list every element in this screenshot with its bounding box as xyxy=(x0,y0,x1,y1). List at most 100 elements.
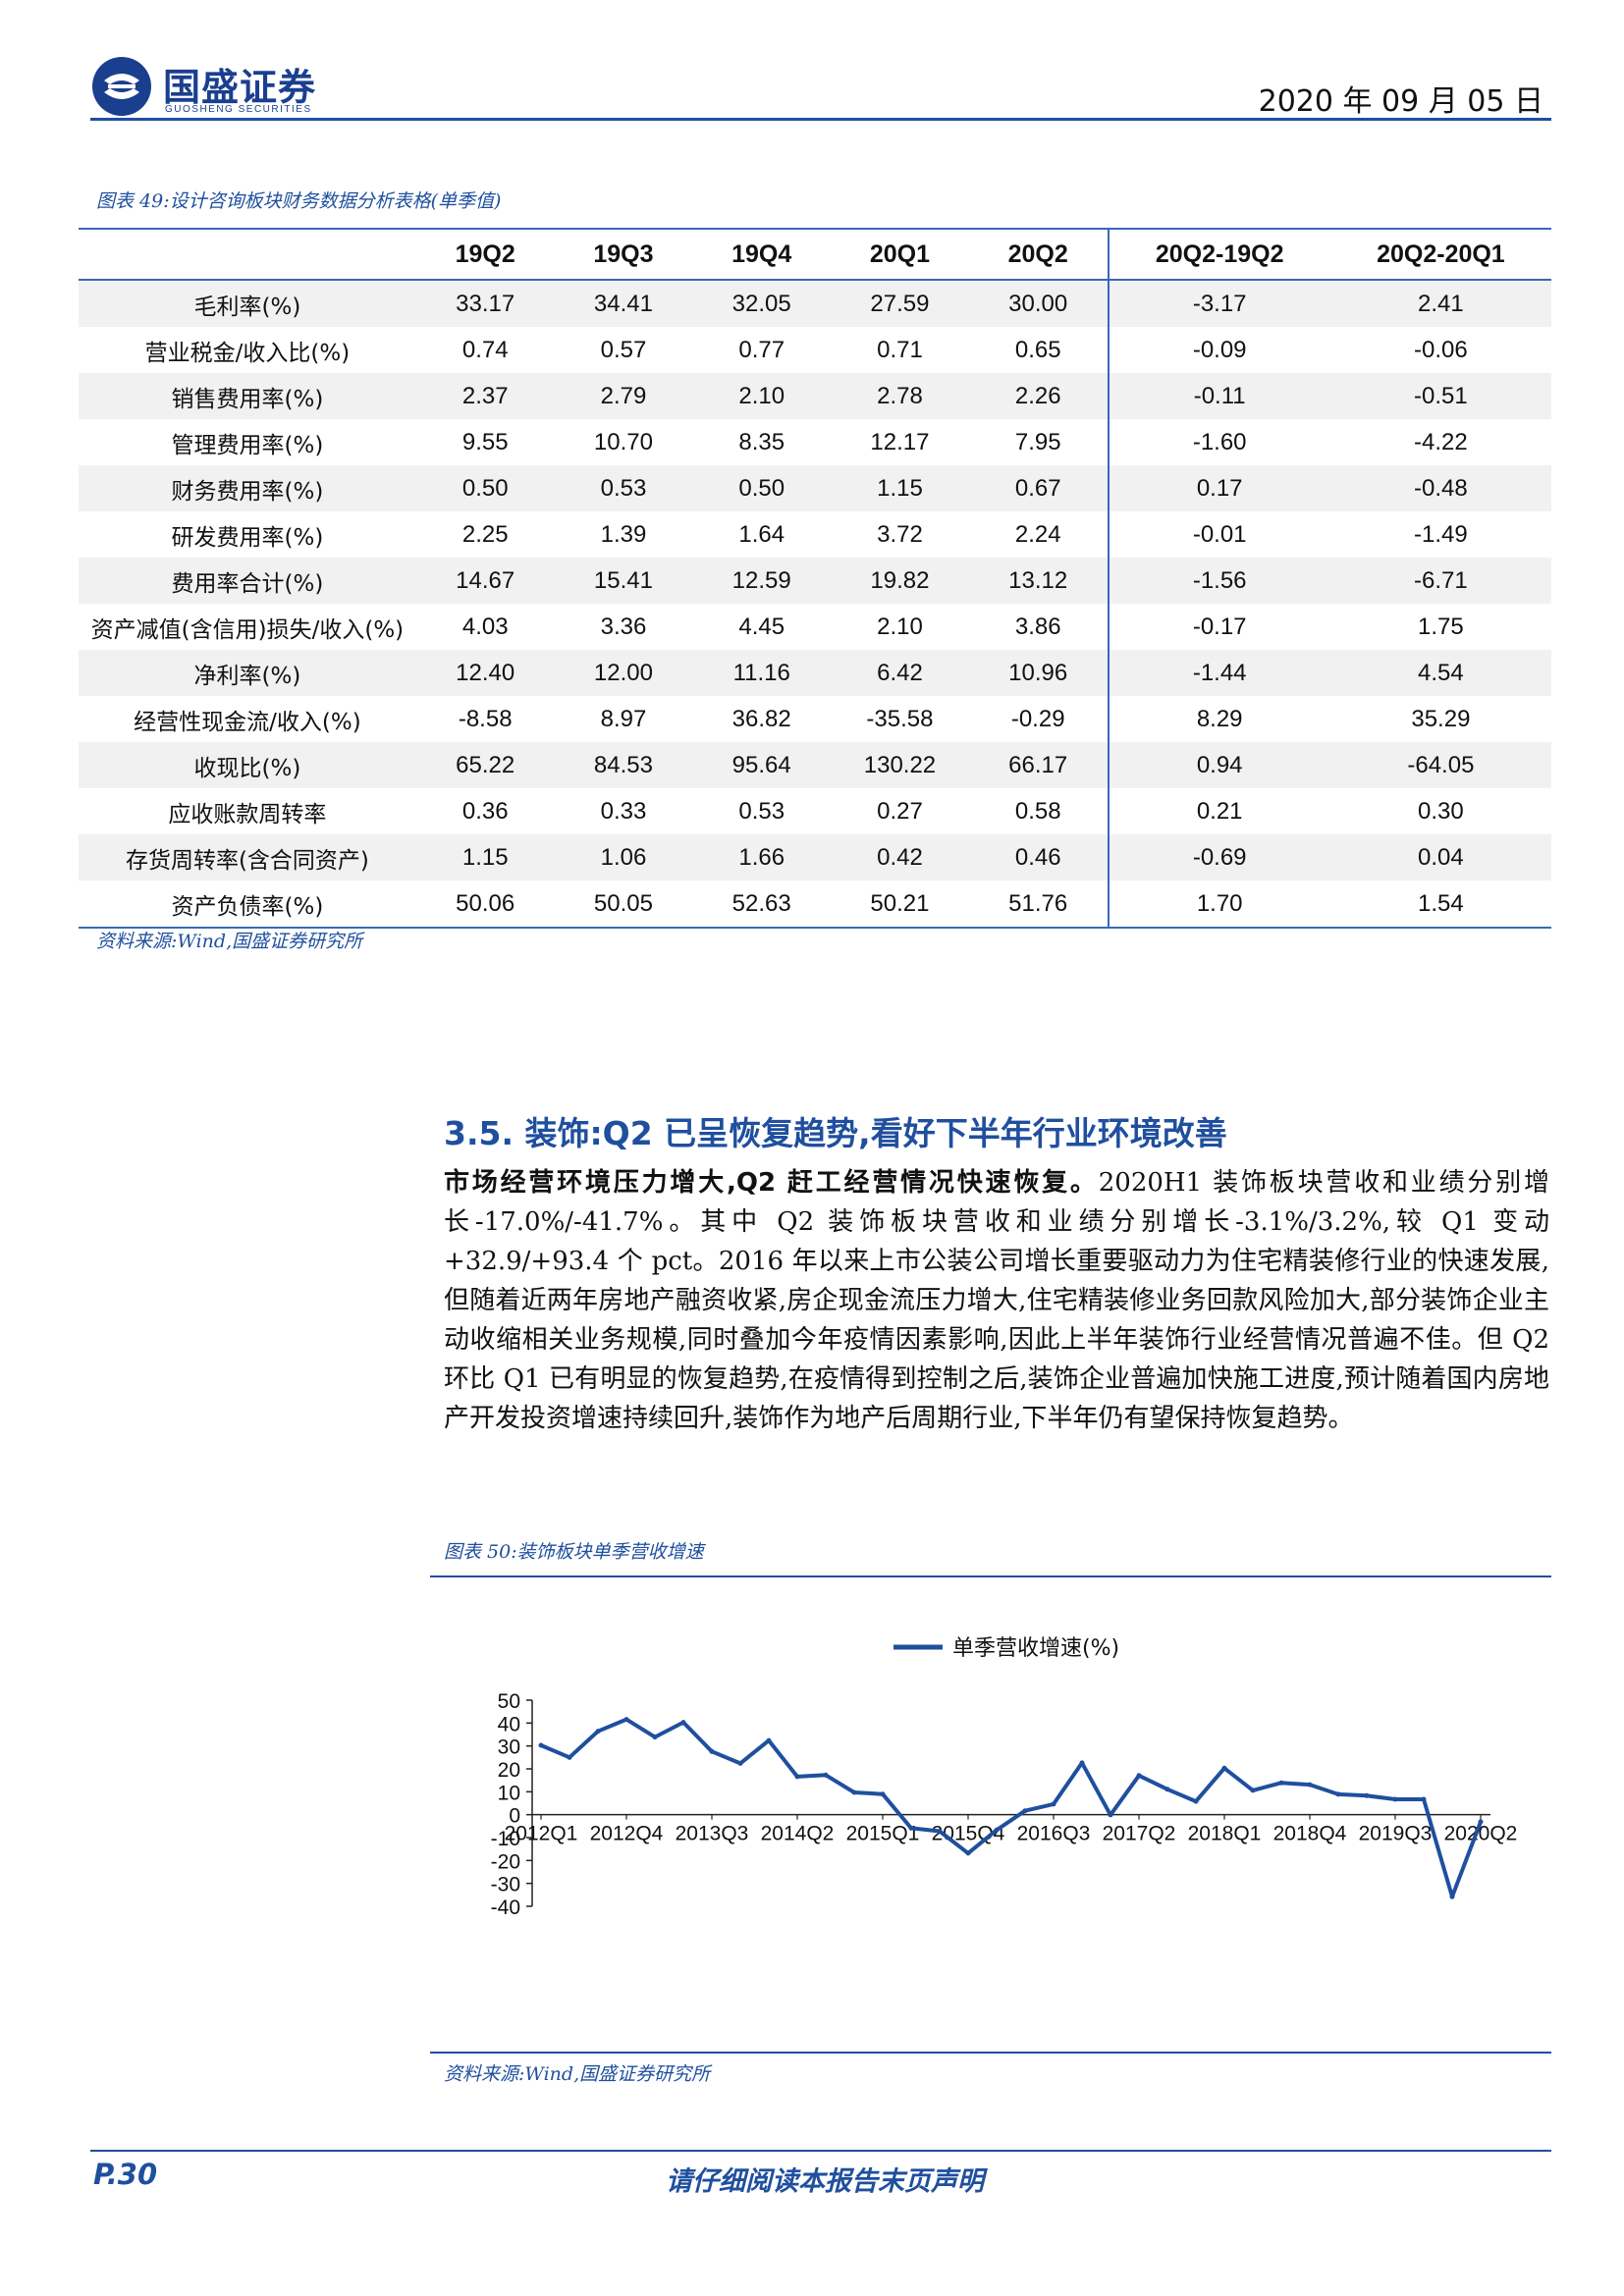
table-cell: 12.17 xyxy=(870,428,930,455)
data-point xyxy=(880,1791,886,1797)
table-cell: 1.54 xyxy=(1329,881,1551,929)
table-cell: 0.94 xyxy=(1108,742,1330,788)
data-point xyxy=(1364,1792,1370,1798)
data-point xyxy=(937,1829,943,1834)
table-cell: 0.65 xyxy=(968,327,1110,373)
row-label: 净利率(%) xyxy=(79,650,416,696)
table-cell: 4.54 xyxy=(1329,650,1551,696)
table-cell: 0.17 xyxy=(1108,465,1330,511)
data-point xyxy=(1051,1801,1056,1807)
data-point xyxy=(737,1760,743,1766)
table-cell: 10.96 xyxy=(968,650,1110,696)
table-cell: -4.22 xyxy=(1414,428,1468,455)
table-cell: 1.06 xyxy=(554,834,693,881)
y-tick-label: -10 xyxy=(491,1828,520,1850)
table-header-cell: 19Q4 xyxy=(692,228,832,281)
data-point xyxy=(1079,1760,1085,1766)
row-label: 费用率合计(%) xyxy=(79,558,416,604)
footer-disclaimer: 请仔细阅读本报告末页声明 xyxy=(666,2166,984,2197)
table-cell: -0.06 xyxy=(1414,336,1468,363)
x-tick-label: 2013Q3 xyxy=(676,1823,749,1845)
data-point xyxy=(1108,1812,1113,1818)
table-cell: 13.12 xyxy=(968,558,1110,604)
y-tick-label: 30 xyxy=(498,1736,520,1759)
data-point xyxy=(623,1717,629,1723)
data-point xyxy=(538,1742,544,1748)
data-point xyxy=(965,1850,971,1856)
table-cell: 32.05 xyxy=(692,280,832,327)
data-point xyxy=(1250,1788,1256,1793)
table-cell: 0.77 xyxy=(738,336,785,363)
data-point xyxy=(994,1827,1000,1833)
table-caption: 图表 49:设计咨询板块财务数据分析表格(单季值) xyxy=(96,190,502,212)
table-cell: -0.11 xyxy=(1108,373,1330,419)
table-cell: 0.33 xyxy=(600,797,647,825)
table-cell: 2.41 xyxy=(1329,280,1551,327)
table-cell: 0.04 xyxy=(1329,834,1551,881)
data-point xyxy=(1478,1819,1484,1825)
row-label: 经营性现金流/收入(%) xyxy=(134,709,361,735)
y-tick-label: 10 xyxy=(498,1782,520,1804)
table-row: 经营性现金流/收入(%) -8.58 8.97 36.82 -35.58 -0.29 8.2… xyxy=(79,696,1551,742)
data-point xyxy=(1392,1796,1398,1802)
data-point xyxy=(1193,1798,1199,1804)
table-cell: -1.49 xyxy=(1414,520,1468,548)
chart-legend: 单季营收增速(%) xyxy=(893,1636,1119,1661)
y-tick-label: 50 xyxy=(498,1690,520,1713)
table-cell: 8.29 xyxy=(1196,705,1243,732)
table-cell: 12.00 xyxy=(554,650,693,696)
series-line xyxy=(540,1717,1483,1899)
table-cell: 3.86 xyxy=(968,604,1110,650)
table-cell: 0.21 xyxy=(1196,797,1243,825)
data-point xyxy=(823,1772,829,1778)
table-cell: 15.41 xyxy=(554,558,693,604)
x-tick-label: 2012Q1 xyxy=(505,1823,578,1845)
table-cell: -0.17 xyxy=(1192,613,1247,640)
table-cell: 50.05 xyxy=(554,881,693,929)
table-cell: 11.16 xyxy=(692,650,832,696)
row-label: 研发费用率(%) xyxy=(171,524,324,551)
table-header-cell: 20Q1 xyxy=(831,228,969,281)
table-cell: 4.45 xyxy=(738,613,785,640)
table-cell: 12.40 xyxy=(415,650,555,696)
table-cell: 66.17 xyxy=(968,742,1110,788)
table-cell: -0.09 xyxy=(1192,336,1247,363)
series-points xyxy=(538,1717,1484,1899)
table-cell: 2.10 xyxy=(692,373,832,419)
table-header-cell: 20Q2-19Q2 xyxy=(1108,228,1330,281)
table-row: 财务费用率(%) 0.50 0.53 0.50 1.15 0.67 0.17 -0.48 xyxy=(79,465,1551,511)
table-cell: 2.10 xyxy=(877,613,923,640)
table-cell: -0.51 xyxy=(1329,373,1551,419)
data-point xyxy=(1164,1787,1170,1792)
y-tick-label: -30 xyxy=(491,1874,520,1896)
table-cell: 50.06 xyxy=(415,881,555,929)
table-row: 净利率(%) 12.40 12.00 11.16 6.42 10.96 -1.44 4.54 xyxy=(79,650,1551,696)
table-cell: 1.64 xyxy=(738,520,785,548)
table-cell: -64.05 xyxy=(1329,742,1551,788)
data-point xyxy=(794,1774,800,1780)
table-cell: -0.69 xyxy=(1108,834,1330,881)
table-cell: -8.58 xyxy=(458,705,513,732)
x-tick-label: 2012Q4 xyxy=(590,1823,664,1845)
data-point xyxy=(680,1720,686,1726)
table-cell: 0.57 xyxy=(600,336,647,363)
table-row: 销售费用率(%) 2.37 2.79 2.10 2.78 2.26 -0.11 -0.51 xyxy=(79,373,1551,419)
table-cell: 84.53 xyxy=(554,742,693,788)
table-cell: 35.29 xyxy=(1411,705,1471,732)
table-cell: 0.42 xyxy=(831,834,969,881)
table-row: 毛利率(%) 33.17 34.41 32.05 27.59 30.00 -3.17 2.41 xyxy=(79,280,1551,327)
table-header-cell xyxy=(79,228,416,281)
table-cell: 1.15 xyxy=(415,834,555,881)
row-label: 存货周转率(含合同资产) xyxy=(79,834,416,881)
table-header-cell: 20Q2 xyxy=(968,228,1110,281)
table-cell: -0.01 xyxy=(1192,520,1247,548)
table-row: 资产减值(含信用)损失/收入(%) 4.03 3.36 4.45 2.10 3.86 -0.… xyxy=(79,604,1551,650)
table-cell: 30.00 xyxy=(968,280,1110,327)
header-divider xyxy=(90,118,1551,121)
chart-bottom-rule xyxy=(430,2052,1551,2054)
table-cell: -3.17 xyxy=(1108,280,1330,327)
table-header-cell: 19Q3 xyxy=(554,228,693,281)
table-cell: 8.35 xyxy=(738,428,785,455)
report-date: 2020 年 09 月 05 日 xyxy=(1258,84,1543,119)
chart-top-rule xyxy=(430,1575,1551,1577)
